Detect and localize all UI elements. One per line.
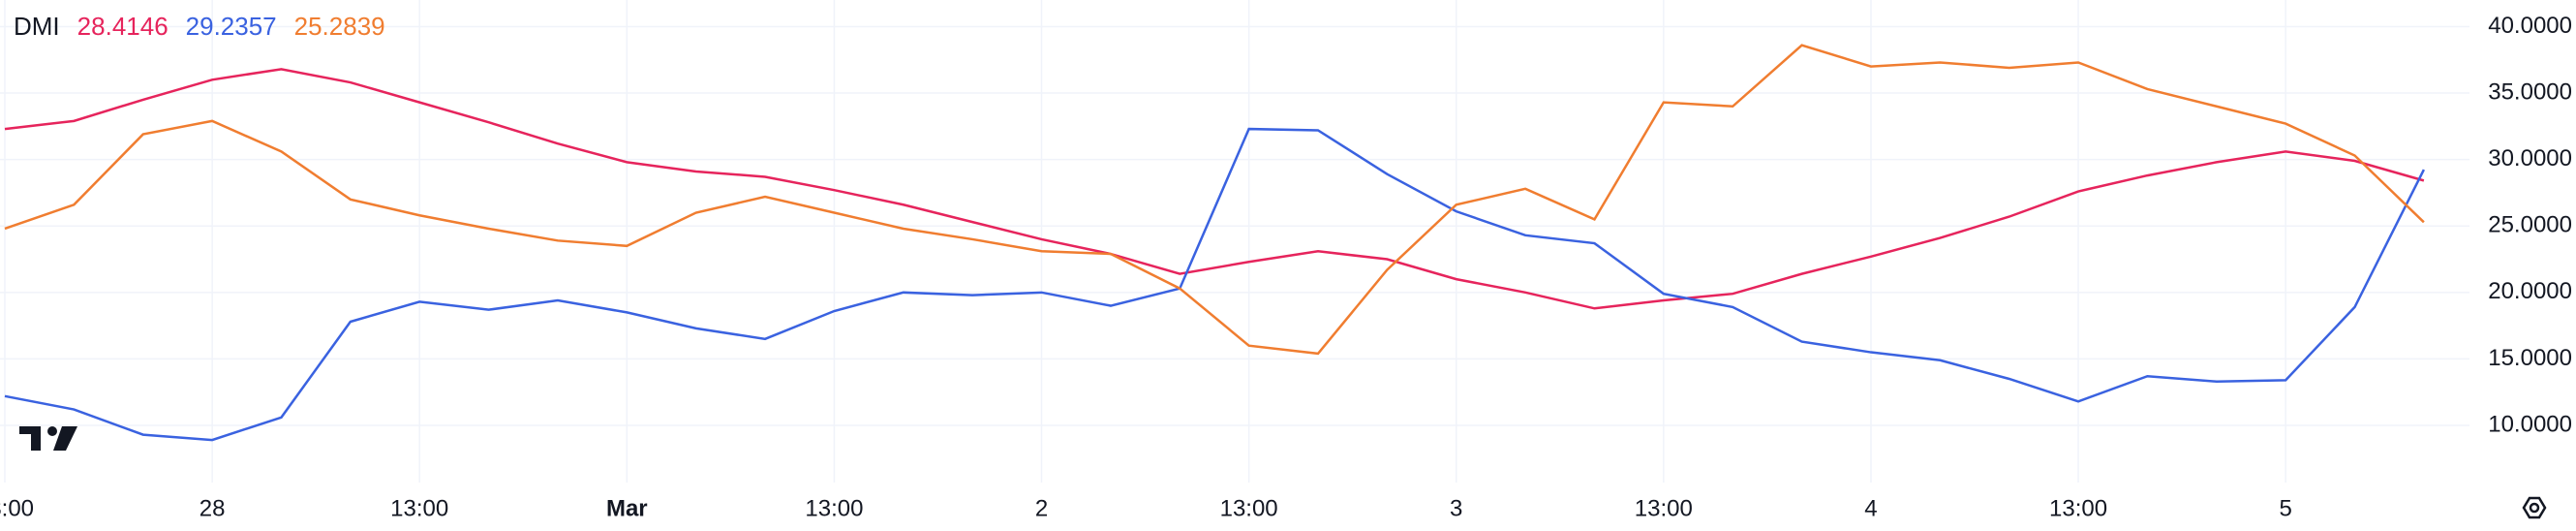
indicator-title: DMI [14,12,60,41]
y-tick-label: 35.0000 [2488,78,2572,105]
x-tick-label: 13:00 [1635,495,1693,521]
y-tick-label: 30.0000 [2488,145,2572,172]
dmi-line [4,127,2426,442]
y-tick-label: 15.0000 [2488,345,2572,371]
legend-value: 28.4146 [77,12,169,41]
y-tick-label: 20.0000 [2488,278,2572,304]
legend: DMI 28.4146 29.2357 25.2839 [14,12,385,42]
x-tick-label: 13:00 [805,495,863,521]
y-tick-label: 40.0000 [2488,13,2572,39]
tradingview-logo[interactable] [19,426,77,451]
x-tick-label: 13:00 [0,495,34,521]
x-tick-label: 3 [1450,495,1462,521]
settings-icon[interactable] [2522,496,2547,519]
x-tick-label: Mar [606,495,648,521]
y-tick-label: 10.0000 [2488,411,2572,437]
legend-value: 29.2357 [185,12,277,41]
legend-value: 25.2839 [293,12,385,41]
dmi-line [4,68,2425,310]
x-tick-label: 13:00 [2049,495,2107,521]
x-tick-label: 5 [2279,495,2291,521]
y-tick-label: 25.0000 [2488,212,2572,238]
x-tick-label: 28 [199,495,226,521]
x-tick-label: 13:00 [390,495,448,521]
x-tick-label: 4 [1864,495,1877,521]
dmi-line [4,44,2425,356]
x-tick-label: 2 [1035,495,1048,521]
x-tick-label: 13:00 [1220,495,1278,521]
